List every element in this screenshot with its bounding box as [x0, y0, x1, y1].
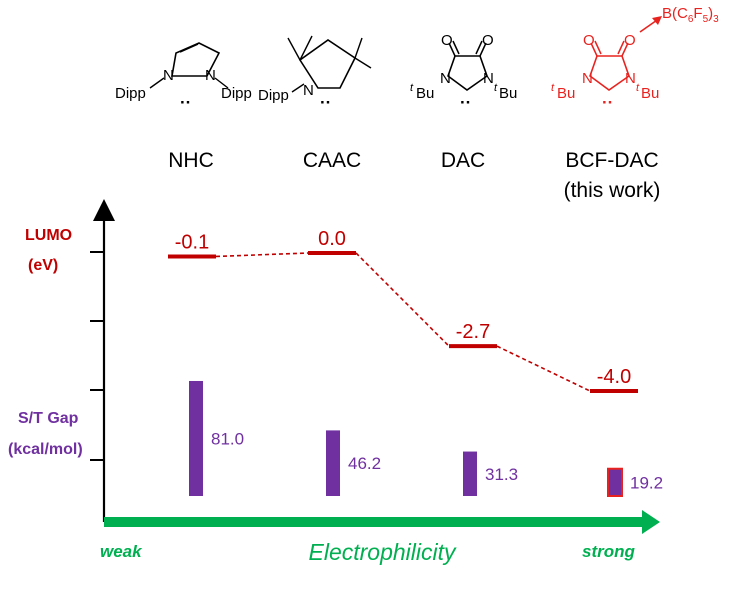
lumo-value-label: 0.0 — [318, 228, 346, 250]
caac-lone-pair: ·· — [320, 93, 331, 112]
lumo-axis-title-line2: (eV) — [28, 257, 58, 274]
nhc-n2-bond — [214, 77, 229, 89]
dac-structure: O O t Bu N N t Bu ·· — [410, 32, 517, 112]
st-gap-bars: 81.0 46.2 31.3 19.2 — [189, 380, 663, 497]
bcf-dac-lone-pair: ·· — [602, 93, 613, 112]
bcf-dac-ring — [589, 55, 630, 91]
st-gap-bar-caac — [326, 430, 340, 496]
st-gap-value-label: 31.3 — [485, 465, 518, 484]
x-axis-strong: strong — [582, 542, 636, 561]
caac-structure: Dipp N ·· — [258, 35, 372, 112]
bcf-dac-left-sup: t — [551, 82, 555, 94]
dac-right-sup: t — [494, 82, 498, 94]
caac-left-substituent: Dipp — [258, 87, 289, 104]
caac-ring — [298, 39, 357, 89]
st-gap-value-label: 46.2 — [348, 454, 381, 473]
note-this-work: (this work) — [564, 179, 661, 202]
electrophilicity-arrow-shaft — [104, 517, 644, 527]
name-dac: DAC — [441, 149, 485, 172]
dac-left-sup: t — [410, 82, 414, 94]
st-gap-value-label: 81.0 — [211, 429, 244, 448]
dac-n2: N — [483, 70, 494, 87]
bcf-dac-right-substituent: Bu — [641, 85, 659, 102]
gap-axis-title-line1: S/T Gap — [18, 410, 79, 427]
st-gap-bar-nhc — [189, 380, 203, 496]
dac-o2: O — [482, 32, 494, 49]
lumo-value-label: -4.0 — [597, 366, 631, 388]
bcf-dac-n2: N — [625, 70, 636, 87]
lumo-connector — [355, 252, 450, 347]
dac-ring — [447, 55, 488, 91]
bcf-dac-structure: O O B(C6F5)3 t Bu N N t Bu ·· — [551, 5, 719, 112]
bcf-dac-left-substituent: Bu — [557, 85, 575, 102]
nhc-n1-bond — [149, 77, 165, 89]
x-axis-title: Electrophilicity — [309, 539, 457, 565]
lumo-levels: -0.1 0.0 -2.7 -4.0 — [168, 228, 638, 393]
nhc-right-substituent: Dipp — [221, 85, 252, 102]
name-nhc: NHC — [168, 149, 214, 172]
nhc-lone-pair: ·· — [180, 93, 191, 112]
bcf-lewis-acid: B(C6F5)3 — [662, 5, 719, 25]
lumo-connector — [496, 345, 591, 392]
nhc-n1: N — [163, 67, 174, 84]
name-caac: CAAC — [303, 149, 361, 172]
bcf-dac-n1: N — [582, 70, 593, 87]
lumo-connector — [215, 252, 309, 258]
st-gap-bar-bcf-dac — [607, 467, 623, 497]
electrophilicity-arrow-head — [642, 510, 660, 534]
nhc-structure: Dipp N N Dipp ·· — [115, 42, 252, 112]
bcf-dac-o2: O — [624, 32, 636, 49]
lumo-value-label: -0.1 — [175, 231, 209, 253]
lumo-value-label: -2.7 — [456, 321, 490, 343]
nhc-n2: N — [205, 67, 216, 84]
dac-o1: O — [441, 32, 453, 49]
bcf-dac-o1: O — [583, 32, 595, 49]
lumo-axis-title-line1: LUMO — [25, 227, 72, 244]
st-gap-value-label: 19.2 — [630, 473, 663, 492]
st-gap-bar-dac — [463, 451, 477, 496]
name-bcf-dac: BCF-DAC — [565, 149, 658, 172]
dac-n1: N — [440, 70, 451, 87]
caac-n1: N — [303, 82, 314, 99]
x-axis-weak: weak — [100, 542, 143, 561]
gap-axis-title-line2: (kcal/mol) — [8, 441, 83, 458]
dac-right-substituent: Bu — [499, 85, 517, 102]
dac-left-substituent: Bu — [416, 85, 434, 102]
dac-lone-pair: ·· — [460, 93, 471, 112]
nhc-ring — [171, 42, 221, 77]
nhc-left-substituent: Dipp — [115, 85, 146, 102]
bcf-dac-right-sup: t — [636, 82, 640, 94]
